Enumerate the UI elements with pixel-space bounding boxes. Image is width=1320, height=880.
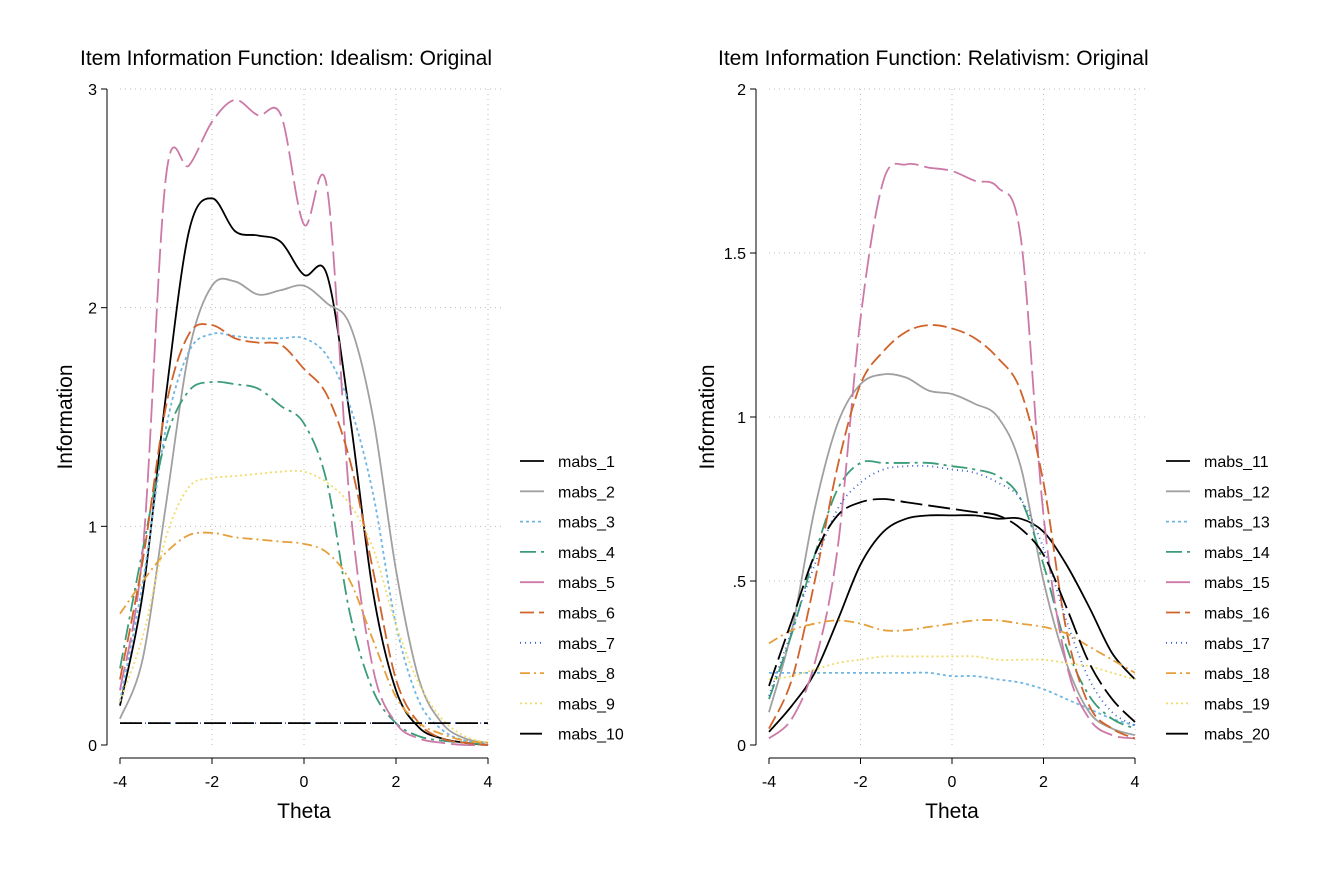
y-tick-label: 2 (88, 301, 97, 318)
y-tick-label: 0 (88, 738, 97, 755)
x-tick-label: -4 (113, 774, 127, 791)
series-line-mabs-15 (768, 162, 1136, 740)
y-axis-label: Information (54, 364, 77, 469)
y-tick-label: 1 (737, 410, 746, 427)
legend-label: mabs_4 (558, 545, 615, 562)
series-line-mabs-18 (768, 619, 1136, 674)
series-line-mabs-16 (768, 324, 1136, 740)
legend-label: mabs_14 (1204, 545, 1270, 562)
chart-title: Item Information Function: Relativism: O… (718, 47, 1149, 70)
legend-label: mabs_20 (1204, 727, 1270, 744)
series-line-mabs-20 (768, 498, 1136, 723)
y-tick-label: 1 (88, 519, 97, 536)
x-tick-label: 4 (1131, 774, 1140, 791)
series-line-mabs-11 (768, 514, 1136, 733)
chart-panel-1: Item Information Function: Idealism: Ori… (54, 47, 624, 823)
legend-label: mabs_16 (1204, 606, 1270, 623)
x-tick-label: -2 (853, 774, 867, 791)
y-tick-label: 0 (737, 738, 746, 755)
legend-label: mabs_1 (558, 454, 615, 471)
chart-title: Item Information Function: Idealism: Ori… (80, 47, 492, 70)
legend-label: mabs_10 (558, 727, 624, 744)
x-tick-label: 0 (300, 774, 309, 791)
legend-label: mabs_12 (1204, 484, 1270, 501)
legend-label: mabs_7 (558, 636, 615, 653)
series-line-mabs-2 (119, 277, 489, 744)
x-tick-label: 2 (392, 774, 401, 791)
legend-label: mabs_15 (1204, 575, 1270, 592)
legend-label: mabs_13 (1204, 515, 1270, 532)
x-tick-label: 0 (948, 774, 957, 791)
series-line-mabs-19 (768, 655, 1136, 681)
series-line-mabs-8 (119, 531, 489, 744)
series-line-mabs-1 (119, 197, 489, 746)
legend-label: mabs_19 (1204, 696, 1270, 713)
x-axis-label: Theta (277, 800, 331, 823)
series-line-mabs-3 (119, 332, 489, 744)
legend-label: mabs_8 (558, 666, 615, 683)
legend-label: mabs_17 (1204, 636, 1270, 653)
legend-label: mabs_2 (558, 484, 615, 501)
legend: mabs_1 mabs_2 mabs_3 mabs_4 mabs_5 mabs_6mabs… (520, 454, 624, 744)
legend-label: mabs_6 (558, 606, 615, 623)
y-tick-label: .5 (733, 574, 746, 591)
x-axis-label: Theta (925, 800, 979, 823)
x-tick-label: 2 (1039, 774, 1048, 791)
y-tick-label: 2 (737, 82, 746, 99)
legend-label: mabs_11 (1204, 454, 1269, 471)
chart-panel-2: Item Information Function: Relativism: O… (696, 47, 1270, 823)
y-tick-label: 1.5 (724, 246, 746, 263)
legend-label: mabs_3 (558, 515, 615, 532)
x-tick-label: -4 (762, 774, 776, 791)
y-tick-label: 3 (88, 82, 97, 99)
y-axis-label: Information (696, 364, 719, 469)
legend-label: mabs_18 (1204, 666, 1270, 683)
legend-label: mabs_9 (558, 696, 615, 713)
x-tick-label: 4 (484, 774, 493, 791)
series-line-mabs-5 (119, 99, 489, 747)
legend: mabs_11 mabs_12 mabs_13 mabs_14 mabs_15 mabs_… (1166, 454, 1270, 744)
series-line-mabs-9 (119, 469, 489, 744)
series-line-mabs-4 (119, 380, 489, 746)
x-tick-label: -2 (205, 774, 219, 791)
legend-label: mabs_5 (558, 575, 615, 592)
series-line-mabs-14 (768, 460, 1136, 730)
series-line-mabs-13 (768, 671, 1136, 727)
series-line-mabs-12 (768, 373, 1136, 737)
